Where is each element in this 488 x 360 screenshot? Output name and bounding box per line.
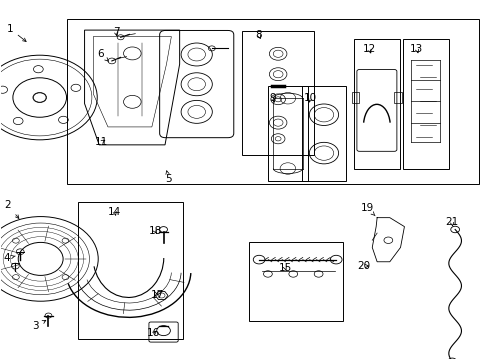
Text: 9: 9 [269,93,276,103]
Bar [394,92,402,103]
Text: 2: 2 [4,200,19,219]
Bar [78,202,182,338]
Text: 5: 5 [165,171,172,184]
Text: 11: 11 [94,138,107,147]
Text: 18: 18 [148,226,162,236]
Bar [249,242,342,320]
Bar [66,19,478,184]
Text: 17: 17 [151,290,164,300]
Bar [267,86,307,181]
Text: 21: 21 [445,217,458,227]
Text: 4: 4 [3,253,15,263]
Bar [353,40,399,168]
Text: 13: 13 [409,44,423,54]
Text: 19: 19 [360,203,374,216]
Text: 3: 3 [32,320,46,331]
Text: 1: 1 [6,24,26,41]
Bar [242,31,314,155]
Text: 10: 10 [304,93,316,103]
Text: 12: 12 [362,44,375,54]
Text: 15: 15 [278,263,291,273]
Text: 20: 20 [357,261,370,271]
Text: 7: 7 [113,27,119,37]
Bar [301,86,346,181]
Bar [402,40,448,168]
Text: 16: 16 [147,328,160,338]
Text: 8: 8 [255,30,262,40]
Text: 6: 6 [97,49,108,62]
Text: 14: 14 [108,207,121,217]
Bar [351,92,359,103]
